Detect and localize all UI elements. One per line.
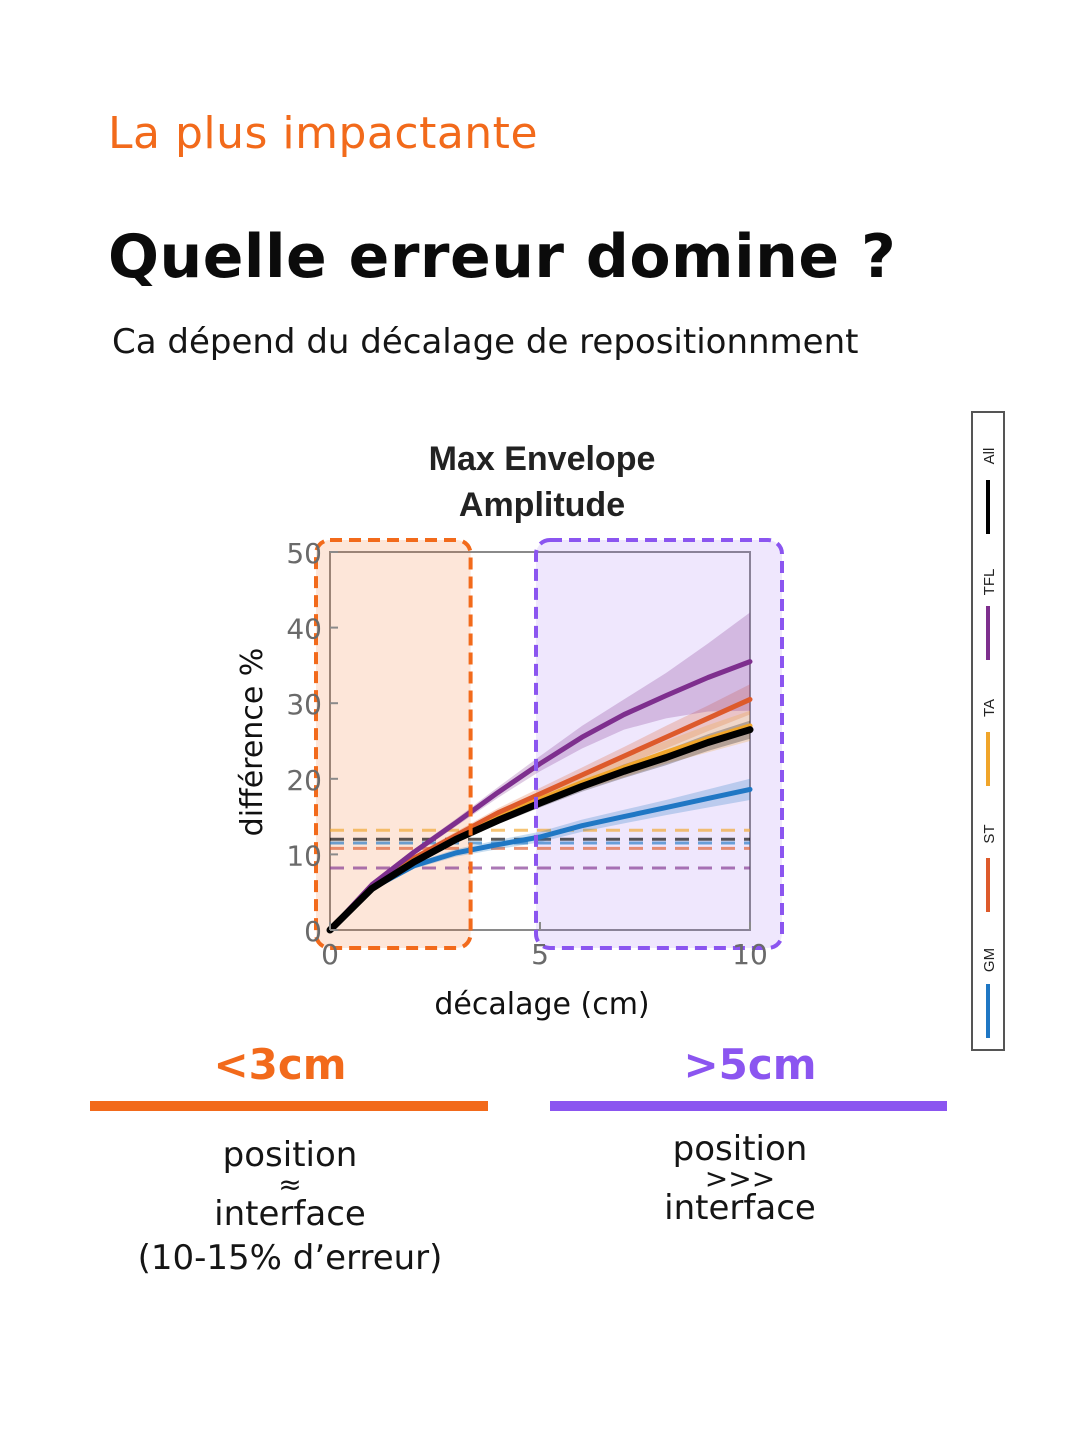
legend-label-ta: TA (981, 699, 998, 717)
band-gm (330, 778, 750, 930)
right-desc-line1: position (672, 1129, 808, 1169)
legend-label-gm: GM (981, 948, 998, 972)
highlight-region-border-1 (314, 538, 473, 950)
legend-label-tfl: TFL (981, 569, 998, 596)
y-axis-label: différence % (235, 648, 270, 837)
left-region-label: <3cm (213, 1040, 347, 1089)
legend-label-st: ST (981, 824, 998, 843)
left-desc-approx: ≈ (278, 1168, 302, 1201)
right-region-bar (550, 1101, 947, 1111)
x-tick-label: 0 (321, 938, 339, 971)
series-line-all (326, 726, 754, 934)
highlight-region-1 (316, 540, 471, 948)
chart-title-line2: Amplitude (459, 486, 625, 524)
right-region-description: position >>> interface (540, 1132, 940, 1225)
left-desc-line3: interface (214, 1194, 366, 1235)
y-tick-label: 40 (286, 613, 322, 646)
highlight-region-2 (536, 540, 782, 948)
right-region-label: >5cm (683, 1040, 817, 1089)
page-title: Quelle erreur domine ? (108, 222, 897, 292)
left-region-description: position ≈ interface (10-15% d’erreur) (90, 1138, 490, 1275)
chart: Max Envelope Amplitude décalage (cm) dif… (235, 411, 1005, 1051)
right-desc-symbol: >>> (704, 1162, 776, 1195)
series-line-tfl (327, 659, 753, 933)
left-region-bar (90, 1101, 488, 1111)
page-subtitle: Ca dépend du décalage de repositionnment (112, 322, 859, 362)
x-tick-label: 5 (531, 938, 549, 971)
x-tick-label: 10 (732, 938, 768, 971)
y-tick-label: 10 (286, 839, 322, 872)
band-tfl (330, 612, 750, 930)
x-axis-label: décalage (cm) (434, 987, 649, 1022)
chart-title-line1: Max Envelope (429, 440, 656, 478)
highlight-region-border-2 (534, 538, 784, 950)
y-tick-label: 30 (286, 688, 322, 721)
y-tick-label: 20 (286, 764, 322, 797)
left-desc-line4: (10-15% d’erreur) (137, 1238, 443, 1279)
y-tick-label: 0 (304, 915, 322, 948)
left-desc-line1: position (222, 1135, 358, 1175)
y-tick-label: 50 (286, 537, 322, 570)
right-desc-line3: interface (664, 1188, 816, 1229)
legend: GM ST TA TFL All (971, 411, 1005, 1051)
legend-label-all: All (981, 448, 998, 465)
kicker: La plus impactante (108, 108, 539, 159)
